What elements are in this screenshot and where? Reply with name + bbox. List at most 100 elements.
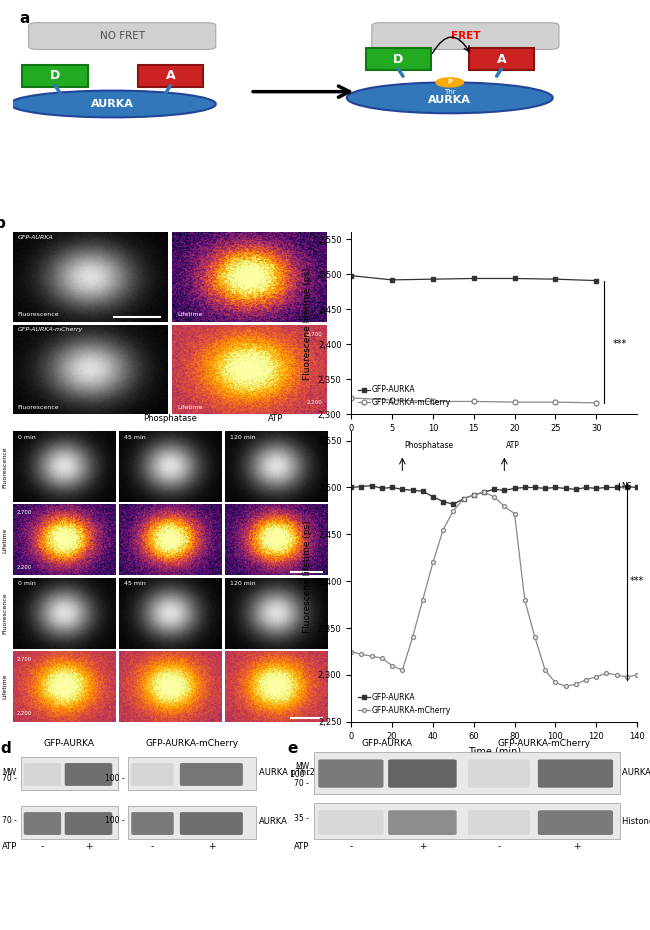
GFP-AURKA-mCherry [592,671,600,683]
Text: ATP: ATP [1,842,17,851]
Text: ATP: ATP [506,441,520,449]
Text: 2,200: 2,200 [17,565,32,570]
Text: AURKA: AURKA [428,95,471,105]
Text: b: b [0,216,5,231]
GFP-AURKA-mCherry [439,525,447,536]
FancyBboxPatch shape [388,810,457,835]
GFP-AURKA [582,482,590,493]
GFP-AURKA [449,498,457,510]
GFP-AURKA-mCherry [460,493,467,504]
GFP-AURKA [388,274,396,286]
Text: +: + [573,842,581,851]
FancyBboxPatch shape [138,65,203,86]
Text: Phosphatase: Phosphatase [404,441,454,449]
Y-axis label: Fluorescene lifetime (ps): Fluorescene lifetime (ps) [304,267,312,379]
GFP-AURKA [398,484,406,495]
Text: 0 min: 0 min [18,581,36,586]
Bar [314,803,620,839]
Text: -: - [497,842,500,851]
FancyBboxPatch shape [180,812,243,835]
FancyBboxPatch shape [65,812,112,835]
GFP-AURKA-mCherry [409,631,417,643]
GFP-AURKA [613,482,621,493]
GFP-AURKA [500,485,508,496]
GFP-AURKA-mCherry [511,396,519,407]
GFP-AURKA-mCherry [368,651,376,662]
Line: GFP-AURKA: GFP-AURKA [349,484,639,506]
Text: a: a [20,11,30,26]
GFP-AURKA [460,493,467,504]
FancyBboxPatch shape [22,65,88,86]
Text: 35 -: 35 - [294,815,309,823]
X-axis label: Time (min): Time (min) [467,438,521,448]
GFP-AURKA [531,482,539,493]
Text: ***: *** [630,577,644,586]
Legend: GFP-AURKA, GFP-AURKA-mCherry: GFP-AURKA, GFP-AURKA-mCherry [355,382,454,410]
GFP-AURKA [521,482,528,493]
GFP-AURKA [480,486,488,498]
Text: NS: NS [621,482,632,491]
Text: Thr: Thr [444,88,456,95]
Text: AURKA pThr288: AURKA pThr288 [622,768,650,777]
Text: AURKA: AURKA [92,99,135,109]
Legend: GFP-AURKA, GFP-AURKA-mCherry: GFP-AURKA, GFP-AURKA-mCherry [355,690,454,718]
Text: GFP-AURKA-mCherry: GFP-AURKA-mCherry [18,327,83,332]
Text: -: - [349,842,352,851]
GFP-AURKA [572,484,580,495]
Text: Fluorescence: Fluorescence [18,405,59,409]
GFP-AURKA-mCherry [511,508,519,519]
Text: Lifetime: Lifetime [3,673,8,699]
FancyBboxPatch shape [538,760,613,788]
GFP-AURKA [562,483,569,494]
GFP-AURKA-mCherry [633,670,641,681]
Text: +: + [84,842,92,851]
Text: GFP-AURKA: GFP-AURKA [44,739,95,748]
Bar [21,757,118,790]
GFP-AURKA-mCherry [347,646,355,658]
GFP-AURKA [439,496,447,507]
GFP-AURKA-mCherry [603,668,610,679]
Bar [314,751,620,793]
GFP-AURKA-mCherry [378,653,386,664]
Y-axis label: Fluorescene lifetime (ps): Fluorescene lifetime (ps) [304,520,312,632]
Text: 45 min: 45 min [124,434,146,440]
Text: 45 min: 45 min [124,581,146,586]
Ellipse shape [10,90,216,117]
FancyBboxPatch shape [469,48,534,70]
FancyBboxPatch shape [468,810,530,835]
GFP-AURKA-mCherry [541,665,549,676]
Text: D: D [50,69,60,82]
GFP-AURKA [358,481,365,492]
Text: GFP-AURKA: GFP-AURKA [18,235,53,240]
FancyBboxPatch shape [131,763,174,786]
GFP-AURKA [551,273,559,285]
FancyBboxPatch shape [388,760,457,788]
GFP-AURKA [623,481,630,492]
FancyBboxPatch shape [131,812,174,835]
GFP-AURKA-mCherry [470,396,478,407]
GFP-AURKA-mCherry [551,396,559,407]
Text: +: + [207,842,215,851]
Text: Lifetime: Lifetime [177,312,203,317]
GFP-AURKA [378,483,386,494]
Bar [128,757,256,790]
GFP-AURKA-mCherry [388,660,396,671]
FancyBboxPatch shape [468,760,530,788]
FancyBboxPatch shape [318,760,384,788]
GFP-AURKA [419,485,426,497]
Text: AURKA: AURKA [259,817,287,826]
Text: GFP-AURKA-mCherry: GFP-AURKA-mCherry [497,739,590,748]
Text: 2,700: 2,700 [17,510,32,515]
GFP-AURKA-mCherry [592,397,600,408]
FancyBboxPatch shape [65,763,112,786]
GFP-AURKA-mCherry [347,392,355,404]
GFP-AURKA-mCherry [429,396,437,407]
Text: Lifetime: Lifetime [177,405,203,409]
Text: AURKA pThr288: AURKA pThr288 [259,768,326,777]
GFP-AURKA [633,482,641,493]
Text: MW: MW [3,768,17,777]
GFP-AURKA-mCherry [572,679,580,690]
FancyBboxPatch shape [538,810,613,835]
GFP-AURKA-mCherry [480,486,488,498]
Text: A: A [497,53,506,66]
